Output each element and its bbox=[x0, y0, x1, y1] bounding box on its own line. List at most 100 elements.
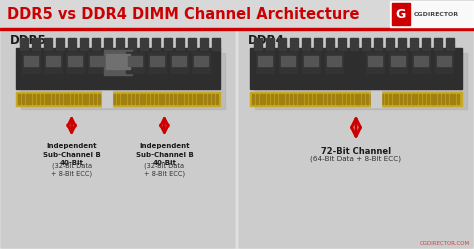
Bar bbox=[374, 94, 375, 105]
Bar bbox=[362, 94, 364, 105]
Bar bbox=[412, 52, 430, 73]
Bar bbox=[128, 38, 136, 50]
Bar bbox=[260, 94, 262, 105]
Bar bbox=[174, 94, 176, 105]
Bar bbox=[46, 56, 60, 66]
Bar bbox=[178, 94, 180, 105]
Bar bbox=[75, 94, 77, 105]
Bar bbox=[320, 94, 322, 105]
Bar bbox=[264, 94, 265, 105]
Bar bbox=[104, 38, 112, 50]
Bar bbox=[136, 94, 138, 105]
Bar bbox=[355, 94, 356, 105]
Bar bbox=[327, 56, 341, 66]
Bar bbox=[368, 56, 382, 66]
Bar bbox=[301, 94, 303, 105]
Bar bbox=[250, 92, 462, 107]
Text: CGDIRECTOR.COM: CGDIRECTOR.COM bbox=[420, 241, 470, 246]
Bar bbox=[201, 94, 202, 105]
Bar bbox=[86, 94, 88, 105]
Bar bbox=[176, 38, 184, 50]
Bar bbox=[392, 3, 410, 25]
Bar bbox=[124, 94, 127, 105]
Bar bbox=[271, 94, 273, 105]
Bar bbox=[109, 94, 111, 105]
Bar bbox=[374, 38, 382, 50]
Bar bbox=[325, 52, 343, 73]
Bar bbox=[250, 48, 462, 89]
Bar bbox=[332, 94, 334, 105]
Bar bbox=[391, 56, 405, 66]
Bar bbox=[188, 38, 196, 50]
Text: DDR5: DDR5 bbox=[10, 34, 47, 47]
Bar bbox=[126, 52, 144, 73]
Bar bbox=[166, 94, 168, 105]
FancyBboxPatch shape bbox=[0, 28, 236, 249]
Bar bbox=[101, 94, 104, 105]
Bar bbox=[377, 94, 379, 105]
Bar bbox=[347, 94, 349, 105]
Text: (32-Bit Data
+ 8-Bit ECC): (32-Bit Data + 8-Bit ECC) bbox=[144, 162, 185, 177]
Bar bbox=[386, 38, 394, 50]
Bar bbox=[170, 94, 172, 105]
Bar bbox=[392, 94, 394, 105]
Bar bbox=[164, 38, 172, 50]
Bar bbox=[68, 38, 76, 50]
Bar bbox=[389, 52, 407, 73]
Bar bbox=[256, 94, 258, 105]
Bar bbox=[450, 94, 452, 105]
Bar bbox=[305, 94, 307, 105]
FancyBboxPatch shape bbox=[238, 28, 474, 249]
Bar bbox=[423, 94, 425, 105]
Bar bbox=[16, 48, 220, 89]
Bar bbox=[88, 52, 106, 73]
Bar bbox=[197, 94, 199, 105]
Bar bbox=[140, 94, 142, 105]
Bar bbox=[411, 94, 414, 105]
Bar bbox=[37, 94, 39, 105]
Bar bbox=[442, 94, 444, 105]
Bar bbox=[60, 94, 62, 105]
Bar bbox=[106, 54, 130, 69]
Bar bbox=[71, 94, 73, 105]
Text: G: G bbox=[396, 7, 406, 20]
Bar bbox=[0, 0, 474, 28]
Bar bbox=[152, 38, 160, 50]
Bar bbox=[212, 38, 220, 50]
Bar bbox=[454, 94, 456, 105]
Bar bbox=[254, 38, 262, 50]
Bar bbox=[182, 94, 183, 105]
Bar bbox=[22, 52, 40, 73]
Bar bbox=[117, 94, 119, 105]
Bar bbox=[120, 94, 123, 105]
Bar bbox=[415, 94, 418, 105]
Bar bbox=[82, 94, 84, 105]
Bar bbox=[362, 38, 370, 50]
Bar bbox=[128, 94, 130, 105]
Bar bbox=[339, 94, 341, 105]
Bar bbox=[79, 94, 81, 105]
Bar bbox=[434, 38, 442, 50]
Bar bbox=[294, 94, 296, 105]
Bar bbox=[435, 52, 453, 73]
Bar bbox=[370, 94, 372, 105]
Bar bbox=[194, 56, 208, 66]
Bar bbox=[44, 38, 52, 50]
Bar bbox=[48, 94, 50, 105]
Bar bbox=[410, 38, 418, 50]
Bar bbox=[29, 94, 31, 105]
Bar bbox=[350, 38, 358, 50]
Bar bbox=[422, 38, 430, 50]
Bar bbox=[446, 94, 448, 105]
Bar bbox=[328, 94, 330, 105]
Bar bbox=[279, 94, 281, 105]
Bar bbox=[326, 38, 334, 50]
Bar bbox=[396, 94, 399, 105]
Bar bbox=[304, 56, 318, 66]
Bar bbox=[419, 94, 421, 105]
Bar bbox=[0, 28, 474, 30]
Bar bbox=[317, 94, 319, 105]
Bar bbox=[366, 94, 368, 105]
Bar bbox=[366, 52, 384, 73]
Bar bbox=[298, 94, 300, 105]
